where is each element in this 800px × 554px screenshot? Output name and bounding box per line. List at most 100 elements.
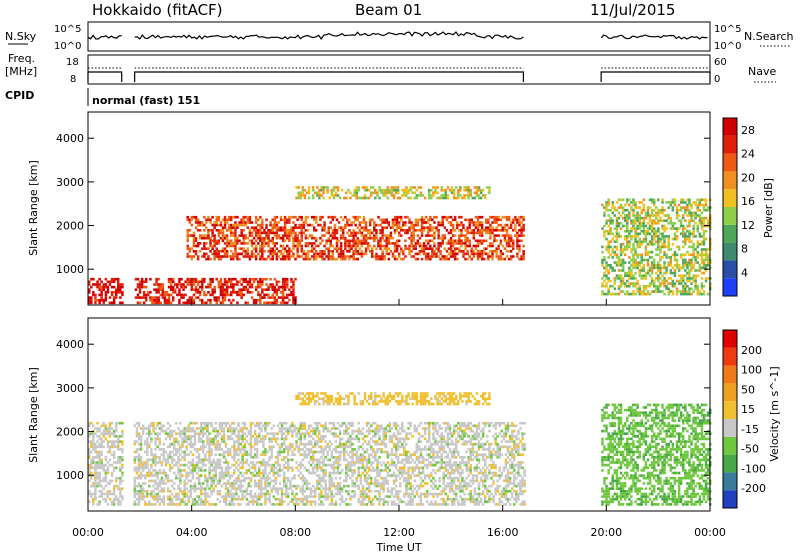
heatmap-cell	[154, 492, 157, 496]
heatmap-cell	[688, 211, 691, 215]
heatmap-cell	[248, 229, 252, 232]
heatmap-cell	[203, 229, 206, 232]
heatmap-cell	[100, 490, 103, 493]
heatmap-cell	[477, 194, 481, 197]
heatmap-cell	[154, 453, 157, 456]
heatmap-cell	[231, 500, 234, 504]
heatmap-cell	[403, 188, 406, 192]
heatmap-cell	[464, 242, 467, 245]
heatmap-cell	[325, 255, 328, 258]
heatmap-cell	[249, 492, 253, 496]
heatmap-cell	[261, 236, 264, 240]
heatmap-cell	[487, 231, 490, 235]
heatmap-cell	[248, 280, 252, 284]
heatmap-cell	[157, 285, 160, 289]
heatmap-cell	[617, 274, 621, 277]
heatmap-cell	[474, 215, 478, 219]
heatmap-cell	[292, 296, 295, 299]
heatmap-cell	[292, 288, 295, 291]
heatmap-cell	[182, 283, 185, 286]
heatmap-cell	[231, 445, 234, 449]
heatmap-cell	[690, 206, 693, 209]
heatmap-cell	[135, 497, 139, 501]
heatmap-cell	[628, 277, 631, 280]
heatmap-cell	[463, 194, 466, 197]
heatmap-cell	[300, 255, 303, 258]
heatmap-cell	[609, 229, 612, 233]
heatmap-cell	[439, 252, 442, 256]
heatmap-cell	[221, 288, 225, 291]
heatmap-cell	[520, 239, 523, 243]
heatmap-cell	[254, 250, 258, 253]
heatmap-cell	[688, 229, 691, 233]
heatmap-cell	[215, 301, 218, 305]
heatmap-cell	[440, 194, 443, 197]
heatmap-cell	[106, 285, 110, 289]
heatmap-cell	[294, 231, 297, 235]
heatmap-cell	[374, 188, 377, 192]
heatmap-cell	[133, 482, 137, 485]
heatmap-cell	[161, 283, 165, 286]
heatmap-cell	[350, 231, 353, 235]
heatmap-cell	[518, 221, 521, 224]
heatmap-cell	[195, 495, 199, 498]
heatmap-cell	[275, 226, 279, 229]
heatmap-cell	[242, 223, 245, 227]
heatmap-cell	[212, 458, 215, 462]
heatmap-cell	[663, 284, 666, 288]
heatmap-cell	[650, 240, 654, 243]
heatmap-cell	[249, 440, 253, 443]
heatmap-cell	[94, 490, 97, 493]
heatmap-cell	[684, 240, 687, 243]
heatmap-cell	[203, 255, 206, 258]
heatmap-cell	[98, 482, 101, 485]
heatmap-cell	[646, 284, 650, 288]
heatmap-cell	[233, 463, 236, 467]
heatmap-cell	[200, 469, 203, 472]
heatmap-cell	[624, 203, 627, 207]
heatmap-cell	[235, 440, 238, 443]
heatmap-cell	[413, 196, 416, 200]
heatmap-cell	[331, 250, 335, 253]
heatmap-cell	[368, 236, 372, 240]
heatmap-cell	[650, 224, 654, 228]
heatmap-cell	[168, 437, 172, 441]
heatmap-cell	[632, 284, 635, 288]
heatmap-cell	[650, 282, 654, 285]
heatmap-cell	[663, 282, 666, 285]
heatmap-cell	[133, 487, 137, 490]
heatmap-cell	[177, 471, 180, 475]
heatmap-cell	[395, 223, 399, 227]
heatmap-cell	[205, 221, 208, 224]
heatmap-cell	[197, 458, 201, 462]
heatmap-cell	[381, 257, 384, 261]
heatmap-cell	[646, 271, 650, 275]
heatmap-cell	[686, 229, 689, 233]
heatmap-cell	[437, 244, 440, 248]
heatmap-cell	[248, 277, 252, 281]
heatmap-cell	[686, 203, 689, 207]
heatmap-cell	[700, 235, 704, 238]
heatmap-cell	[640, 224, 643, 228]
heatmap-cell	[185, 492, 188, 496]
heatmap-cell	[638, 253, 641, 257]
heatmap-cell	[315, 218, 318, 222]
heatmap-cell	[339, 247, 343, 250]
heatmap-cell	[320, 194, 323, 197]
heatmap-cell	[225, 244, 229, 248]
heatmap-cell	[384, 188, 387, 192]
heatmap-cell	[239, 429, 242, 433]
heatmap-cell	[507, 244, 511, 248]
heatmap-cell	[638, 214, 641, 217]
heatmap-cell	[262, 474, 265, 477]
heatmap-cell	[271, 236, 274, 240]
heatmap-cell	[675, 206, 679, 209]
heatmap-cell	[94, 301, 97, 305]
heatmap-cell	[205, 285, 208, 289]
heatmap-cell	[503, 215, 507, 219]
heatmap-cell	[139, 461, 143, 464]
heatmap-cell	[377, 223, 380, 227]
heatmap-cell	[360, 221, 364, 224]
heatmap-cell	[297, 186, 300, 189]
heatmap-cell	[460, 223, 463, 227]
